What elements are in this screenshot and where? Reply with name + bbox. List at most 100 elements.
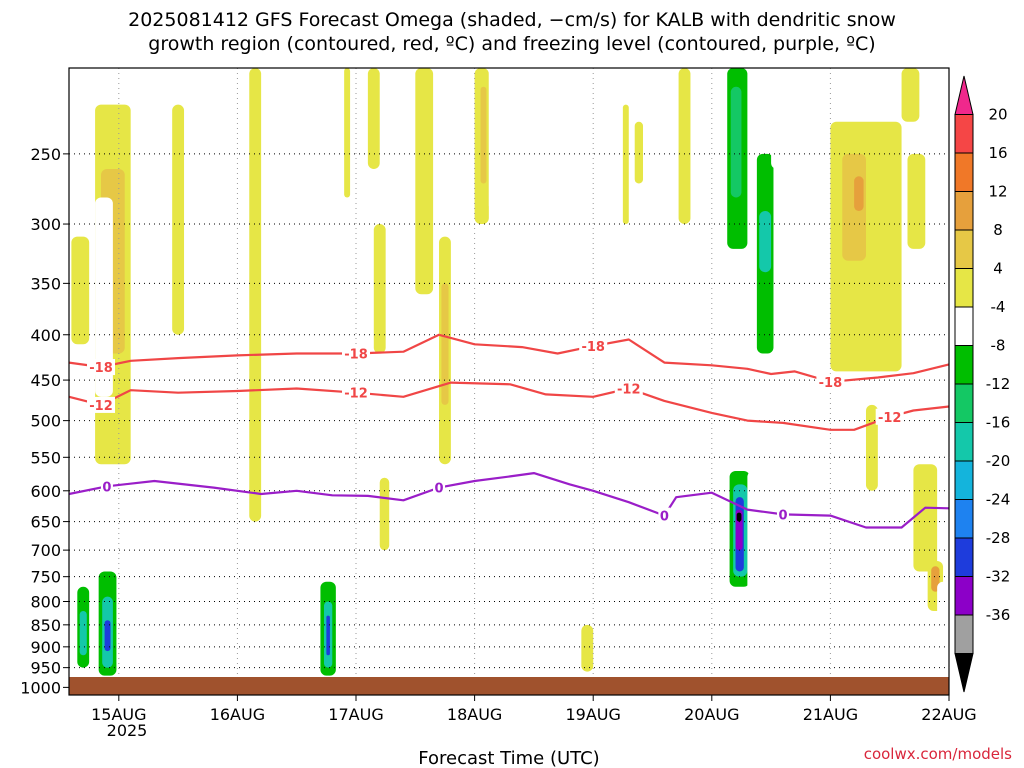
colorbar-swatch — [954, 422, 974, 462]
omega-cell — [104, 620, 111, 652]
omega-cell — [379, 477, 390, 551]
contour-label: 0 — [778, 508, 787, 523]
x-axis: 15AUG 16AUG 17AUG 18AUG 19AUG 20AUG 21AUG 22AUG — [91, 695, 977, 724]
y-tick-label: 550 — [30, 448, 61, 467]
y-tick-label: 800 — [30, 593, 61, 612]
contour-label-bg — [875, 408, 904, 425]
chart-title-line-2: growth region (contoured, red, ºC) and f… — [148, 33, 875, 55]
colorbar-label: -16 — [986, 414, 1011, 432]
omega-cell — [765, 550, 783, 616]
omega-cell — [533, 68, 544, 169]
colorbar-swatch — [954, 229, 974, 269]
colorbar-swatch — [954, 460, 974, 500]
y-tick-label: 1000 — [20, 678, 61, 697]
contour-line — [68, 333, 950, 383]
colorbar-label: -24 — [986, 491, 1011, 509]
omega-cell — [441, 283, 449, 405]
omega-cell — [622, 104, 629, 225]
contour-label-bg — [342, 345, 371, 362]
omega-cell — [480, 86, 487, 184]
colorbar-swatch — [954, 383, 974, 423]
omega-cell — [678, 68, 691, 225]
colorbar-label: -12 — [986, 375, 1011, 393]
contour-line — [68, 472, 950, 529]
omega-cell — [486, 224, 499, 316]
omega-cell — [730, 86, 742, 198]
source-credit: coolwx.com/models — [864, 745, 1012, 763]
contour-label-bg — [658, 507, 671, 524]
x-tick-label: 22AUG — [921, 705, 976, 724]
omega-cell — [794, 550, 813, 625]
x-year-label: 2025 — [107, 721, 148, 740]
colorbar-label: -32 — [986, 568, 1011, 586]
y-tick-label: 950 — [30, 659, 61, 678]
omega-cell — [278, 68, 291, 169]
contour-label-bg — [87, 396, 116, 413]
x-tick-label: 21AUG — [803, 705, 858, 724]
colorbar-swatch — [954, 268, 974, 308]
omega-cell — [231, 624, 244, 676]
omega-cell — [510, 68, 525, 154]
omega-cell — [616, 272, 629, 397]
omega-cell — [854, 176, 864, 211]
contour-label: 0 — [102, 480, 111, 495]
contour-label-bg — [816, 373, 845, 390]
omega-cell — [367, 68, 380, 169]
omega-cell — [931, 566, 940, 592]
x-tick-label: 20AUG — [684, 705, 739, 724]
contour-label-bg — [579, 338, 608, 355]
omega-cell — [79, 611, 87, 656]
omega-cell — [634, 121, 644, 184]
y-tick-label: 500 — [30, 412, 61, 431]
colorbar-swatch — [954, 114, 974, 154]
omega-cell — [172, 104, 185, 335]
omega-cell — [593, 210, 608, 354]
omega-cell — [913, 464, 938, 572]
contour-label-bg — [87, 359, 116, 376]
contour-label: -12 — [344, 387, 368, 402]
colorbar: 20 16 12 8 4 -4 -8 -12 -16 -20 -24 -28 -32 -36 — [954, 75, 1011, 693]
colorbar-label: 8 — [993, 221, 1003, 239]
contour-label: -18 — [819, 376, 843, 391]
omega-cell — [937, 581, 949, 668]
x-tick-label: 18AUG — [447, 705, 502, 724]
colorbar-label: 12 — [988, 183, 1007, 201]
ground-surface — [69, 677, 949, 695]
contour-label-bg — [342, 384, 371, 401]
x-tick-label: 17AUG — [328, 705, 383, 724]
omega-cell — [249, 68, 262, 522]
x-axis-title: Forecast Time (UTC) — [418, 748, 599, 768]
omega-cell — [344, 68, 351, 198]
omega-cell — [939, 168, 949, 295]
y-tick-label: 250 — [30, 145, 61, 164]
omega-cell — [450, 477, 457, 522]
omega-cell — [694, 527, 706, 582]
colorbar-label: -20 — [986, 452, 1011, 470]
omega-cell — [652, 457, 662, 647]
y-tick-label: 850 — [30, 616, 61, 635]
y-tick-label: 900 — [30, 638, 61, 657]
y-tick-label: 450 — [30, 371, 61, 390]
contour-label-bg — [433, 479, 446, 496]
y-tick-label: 300 — [30, 215, 61, 234]
contour-label: -18 — [89, 361, 113, 376]
omega-shading — [71, 68, 949, 676]
plot-frame — [68, 67, 950, 696]
omega-cell — [71, 236, 90, 345]
x-tick-label: 16AUG — [210, 705, 265, 724]
omega-cell — [818, 68, 831, 154]
colorbar-label: 4 — [993, 260, 1003, 278]
contour-line — [68, 381, 950, 431]
y-axis: 250 300 350 400 450 500 550 600 650 700 750 800 850 9… — [20, 145, 69, 697]
omega-cell — [184, 353, 193, 436]
colorbar-swatch — [954, 576, 974, 616]
colorbar-top-arrow — [954, 75, 974, 115]
omega-cell — [907, 153, 926, 249]
contour-label: 0 — [435, 482, 444, 497]
y-tick-label: 350 — [30, 274, 61, 293]
colorbar-swatch — [954, 345, 974, 385]
omega-cell — [771, 68, 786, 169]
contour-label: -18 — [581, 340, 605, 355]
colorbar-swatch — [954, 614, 974, 654]
